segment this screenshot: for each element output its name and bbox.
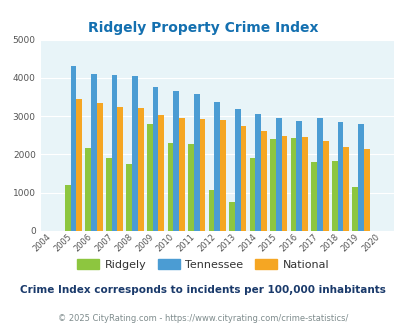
Bar bbox=[316, 118, 322, 231]
Bar bbox=[147, 124, 152, 231]
Bar bbox=[331, 161, 337, 231]
Bar bbox=[126, 164, 132, 231]
Text: © 2025 CityRating.com - https://www.cityrating.com/crime-statistics/: © 2025 CityRating.com - https://www.city… bbox=[58, 314, 347, 323]
Bar bbox=[199, 119, 205, 231]
Bar bbox=[234, 109, 240, 231]
Bar bbox=[249, 157, 255, 231]
Bar bbox=[138, 108, 143, 231]
Bar bbox=[158, 115, 164, 231]
Bar bbox=[240, 126, 246, 231]
Bar bbox=[152, 87, 158, 231]
Bar bbox=[111, 75, 117, 231]
Bar bbox=[255, 114, 260, 231]
Bar bbox=[106, 158, 111, 231]
Bar bbox=[352, 186, 357, 231]
Bar bbox=[322, 141, 328, 231]
Bar bbox=[188, 144, 193, 231]
Text: Ridgely Property Crime Index: Ridgely Property Crime Index bbox=[87, 21, 318, 35]
Bar bbox=[301, 137, 307, 231]
Bar bbox=[97, 103, 102, 231]
Bar bbox=[343, 147, 348, 231]
Bar bbox=[117, 107, 123, 231]
Bar bbox=[167, 143, 173, 231]
Bar bbox=[311, 162, 316, 231]
Bar bbox=[208, 190, 214, 231]
Bar bbox=[214, 102, 220, 231]
Bar bbox=[296, 121, 301, 231]
Bar bbox=[220, 120, 225, 231]
Bar bbox=[76, 99, 82, 231]
Text: Crime Index corresponds to incidents per 100,000 inhabitants: Crime Index corresponds to incidents per… bbox=[20, 285, 385, 295]
Bar bbox=[91, 74, 97, 231]
Bar bbox=[260, 131, 266, 231]
Bar bbox=[132, 76, 138, 231]
Bar bbox=[281, 136, 287, 231]
Bar bbox=[275, 118, 281, 231]
Legend: Ridgely, Tennessee, National: Ridgely, Tennessee, National bbox=[72, 255, 333, 274]
Bar bbox=[357, 124, 363, 231]
Bar bbox=[65, 185, 70, 231]
Bar bbox=[85, 148, 91, 231]
Bar bbox=[290, 138, 296, 231]
Bar bbox=[363, 149, 369, 231]
Bar bbox=[270, 139, 275, 231]
Bar bbox=[193, 94, 199, 231]
Bar bbox=[70, 66, 76, 231]
Bar bbox=[173, 91, 179, 231]
Bar bbox=[228, 202, 234, 231]
Bar bbox=[179, 118, 184, 231]
Bar bbox=[337, 122, 343, 231]
